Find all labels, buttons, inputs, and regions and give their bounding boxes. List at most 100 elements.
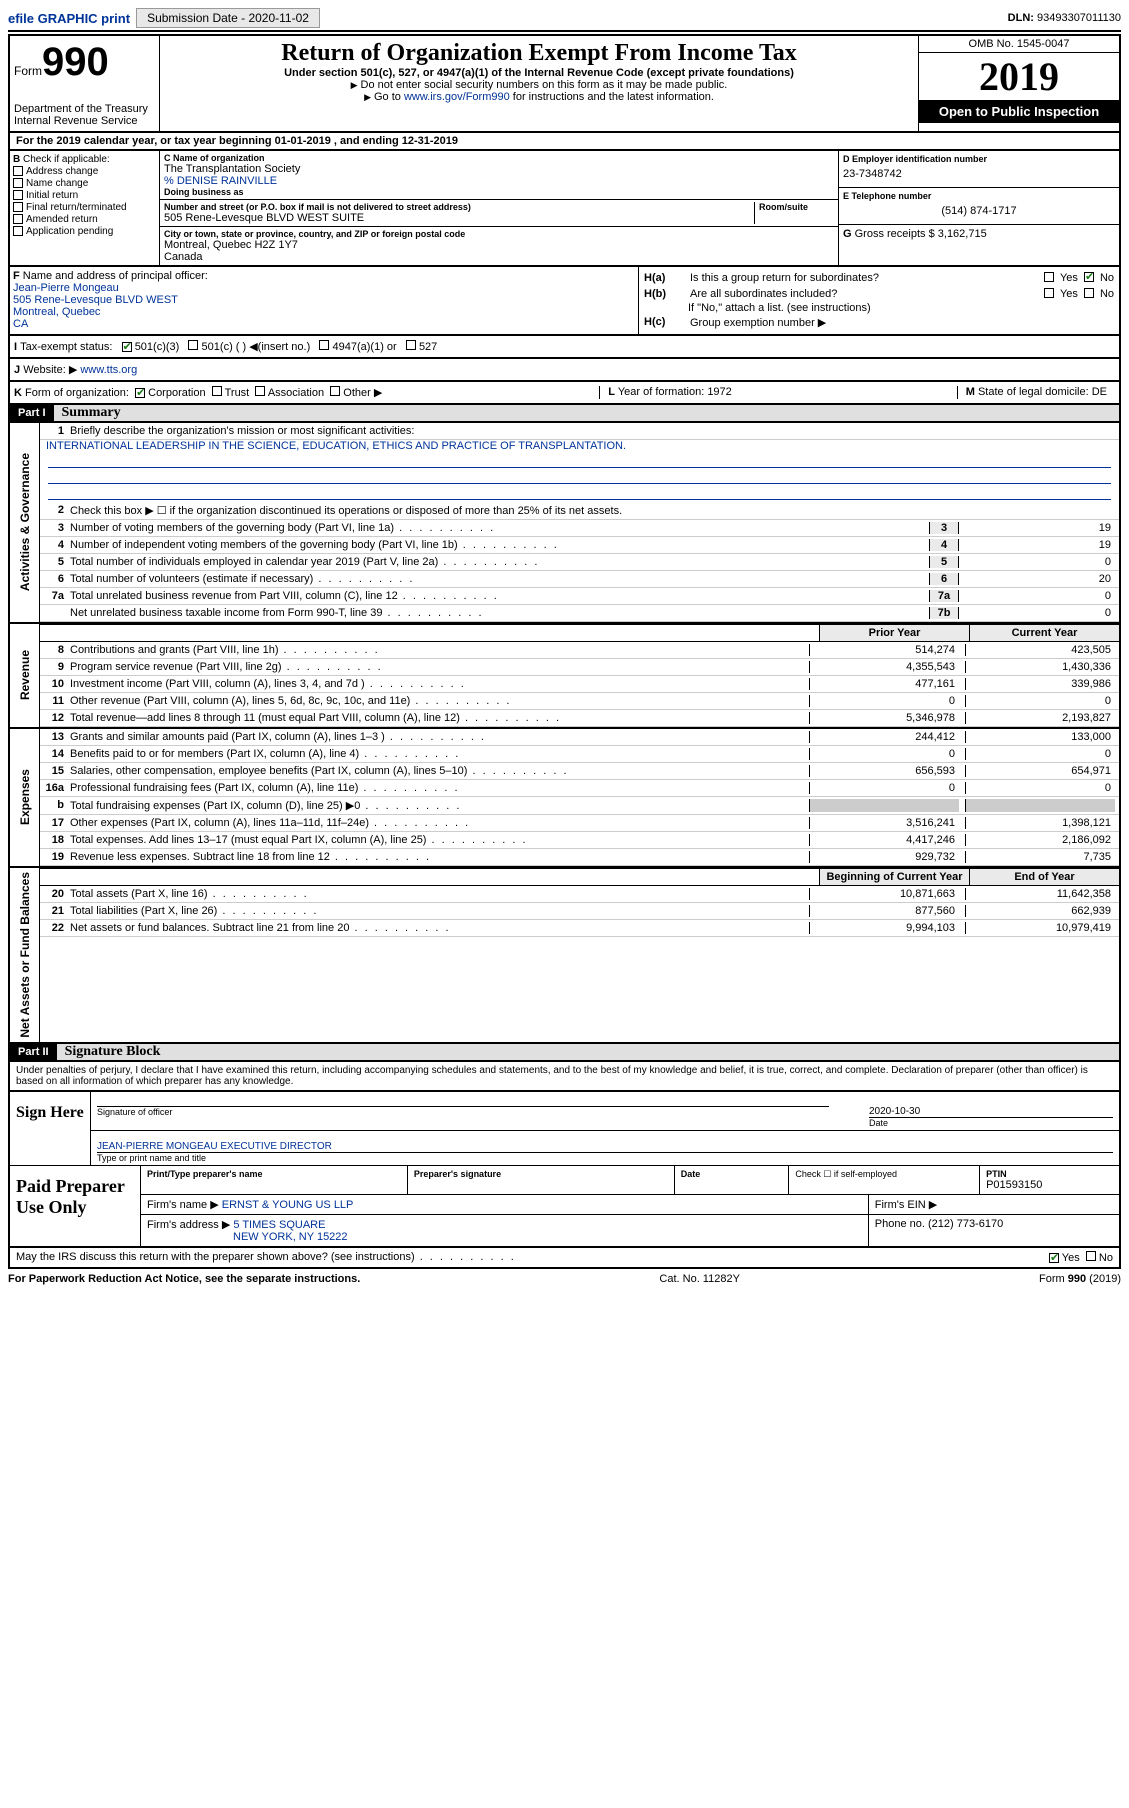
header-bar: efile GRAPHIC print Submission Date - 20… <box>8 8 1121 32</box>
city-address: Montreal, Quebec H2Z 1Y7 Canada <box>164 239 834 263</box>
discuss-row: May the IRS discuss this return with the… <box>8 1248 1121 1269</box>
firm-addr2: NEW YORK, NY 15222 <box>147 1231 348 1243</box>
title-cell: Return of Organization Exempt From Incom… <box>160 36 919 131</box>
other-checkbox[interactable] <box>330 386 340 396</box>
instruction-1: Do not enter social security numbers on … <box>361 79 728 91</box>
association-checkbox[interactable] <box>255 386 265 396</box>
ha-no-checkbox[interactable] <box>1084 272 1094 282</box>
hb-no-checkbox[interactable] <box>1084 288 1094 298</box>
527-checkbox[interactable] <box>406 340 416 350</box>
cat-number: Cat. No. 11282Y <box>659 1273 740 1285</box>
firm-phone: (212) 773-6170 <box>928 1218 1003 1230</box>
part2-header: Part II Signature Block <box>8 1044 1121 1062</box>
vlabel-netassets: Net Assets or Fund Balances <box>16 868 34 1042</box>
officer-address: 505 Rene-Levesque BLVD WEST Montreal, Qu… <box>13 294 635 330</box>
part1-header: Part I Summary <box>8 405 1121 423</box>
org-name: The Transplantation Society <box>164 163 834 175</box>
governance-block: Activities & Governance 1Briefly describ… <box>8 423 1121 624</box>
dept-label: Department of the Treasury Internal Reve… <box>14 103 155 127</box>
state-domicile: DE <box>1092 386 1107 398</box>
end-year-header: End of Year <box>969 869 1119 885</box>
expenses-block: Expenses 13 Grants and similar amounts p… <box>8 729 1121 868</box>
officer-cell: F Name and address of principal officer:… <box>10 267 639 334</box>
footer: For Paperwork Reduction Act Notice, see … <box>8 1269 1121 1289</box>
pra-notice: For Paperwork Reduction Act Notice, see … <box>8 1273 360 1285</box>
sig-date: 2020-10-30 <box>869 1106 1113 1117</box>
line-7b: Net unrelated business taxable income fr… <box>40 605 1119 622</box>
self-employed-checkbox[interactable]: Check ☐ if self-employed <box>795 1169 973 1180</box>
website-link[interactable]: www.tts.org <box>80 364 137 376</box>
4947-checkbox[interactable] <box>319 340 329 350</box>
form990-link[interactable]: www.irs.gov/Form990 <box>404 91 510 103</box>
signature-line[interactable]: Signature of officer <box>97 1106 829 1117</box>
ein: 23-7348742 <box>843 164 1115 184</box>
form-subtitle: Under section 501(c), 527, or 4947(a)(1)… <box>164 67 914 79</box>
ptin: P01593150 <box>986 1179 1113 1191</box>
prior-year-header: Prior Year <box>819 625 969 641</box>
line-20: 20 Total assets (Part X, line 16) 10,871… <box>40 886 1119 903</box>
right-info-cell: D Employer identification number 23-7348… <box>839 151 1119 265</box>
tax-exempt-row: I Tax-exempt status: 501(c)(3) 501(c) ( … <box>8 336 1121 359</box>
signature-block: Sign Here Signature of officer 2020-10-3… <box>8 1092 1121 1248</box>
line-19: 19 Revenue less expenses. Subtract line … <box>40 849 1119 866</box>
tax-year: 2019 <box>919 53 1119 100</box>
line-12: 12 Total revenue—add lines 8 through 11 … <box>40 710 1119 727</box>
firm-name: ERNST & YOUNG US LLP <box>222 1199 354 1211</box>
line-22: 22 Net assets or fund balances. Subtract… <box>40 920 1119 937</box>
h-cell: H(a)Is this a group return for subordina… <box>639 267 1119 334</box>
netassets-block: Net Assets or Fund Balances Beginning of… <box>8 868 1121 1044</box>
line-13: 13 Grants and similar amounts paid (Part… <box>40 729 1119 746</box>
ha-yes-checkbox[interactable] <box>1044 272 1054 282</box>
line-15: 15 Salaries, other compensation, employe… <box>40 763 1119 780</box>
form-header-row: Form990 Department of the Treasury Inter… <box>8 34 1121 133</box>
paid-preparer-label: Paid Preparer Use Only <box>10 1166 140 1246</box>
line-21: 21 Total liabilities (Part X, line 26) 8… <box>40 903 1119 920</box>
officer-typed-name: JEAN-PIERRE MONGEAU EXECUTIVE DIRECTOR <box>97 1141 1113 1152</box>
line-10: 10 Investment income (Part VIII, column … <box>40 676 1119 693</box>
line-18: 18 Total expenses. Add lines 13–17 (must… <box>40 832 1119 849</box>
discuss-yes-checkbox[interactable] <box>1049 1253 1059 1263</box>
application-pending-checkbox[interactable] <box>13 226 23 236</box>
line-8: 8 Contributions and grants (Part VIII, l… <box>40 642 1119 659</box>
begin-year-header: Beginning of Current Year <box>819 869 969 885</box>
trust-checkbox[interactable] <box>212 386 222 396</box>
501c-checkbox[interactable] <box>188 340 198 350</box>
form-title: Return of Organization Exempt From Incom… <box>164 40 914 67</box>
care-of: % DENISE RAINVILLE <box>164 175 834 187</box>
vlabel-revenue: Revenue <box>16 646 34 704</box>
501c3-checkbox[interactable] <box>122 342 132 352</box>
corporation-checkbox[interactable] <box>135 388 145 398</box>
firm-addr1: 5 TIMES SQUARE <box>233 1219 325 1231</box>
line-4: 4 Number of independent voting members o… <box>40 537 1119 554</box>
amended-return-checkbox[interactable] <box>13 214 23 224</box>
line-9: 9 Program service revenue (Part VIII, li… <box>40 659 1119 676</box>
check-if-applicable: B Check if applicable: Address change Na… <box>10 151 160 265</box>
phone: (514) 874-1717 <box>843 201 1115 221</box>
name-change-checkbox[interactable] <box>13 178 23 188</box>
address-change-checkbox[interactable] <box>13 166 23 176</box>
discuss-no-checkbox[interactable] <box>1086 1251 1096 1261</box>
line-7a: 7a Total unrelated business revenue from… <box>40 588 1119 605</box>
form-org-row: K Form of organization: Corporation Trus… <box>8 382 1121 405</box>
efile-label[interactable]: efile GRAPHIC print <box>8 11 130 26</box>
vlabel-governance: Activities & Governance <box>16 449 34 595</box>
line-b: b Total fundraising expenses (Part IX, c… <box>40 797 1119 815</box>
dln-label: DLN: 93493307011130 <box>1008 12 1121 24</box>
year-formation: 1972 <box>707 386 731 398</box>
line-5: 5 Total number of individuals employed i… <box>40 554 1119 571</box>
initial-return-checkbox[interactable] <box>13 190 23 200</box>
submission-date-button[interactable]: Submission Date - 2020-11-02 <box>136 8 320 28</box>
line-14: 14 Benefits paid to or for members (Part… <box>40 746 1119 763</box>
line-11: 11 Other revenue (Part VIII, column (A),… <box>40 693 1119 710</box>
line-17: 17 Other expenses (Part IX, column (A), … <box>40 815 1119 832</box>
sign-here-label: Sign Here <box>10 1092 90 1165</box>
final-return-checkbox[interactable] <box>13 202 23 212</box>
street-address: 505 Rene-Levesque BLVD WEST SUITE <box>164 212 754 224</box>
hb-yes-checkbox[interactable] <box>1044 288 1054 298</box>
vlabel-expenses: Expenses <box>16 765 34 829</box>
officer-name: Jean-Pierre Mongeau <box>13 282 635 294</box>
line-16a: 16a Professional fundraising fees (Part … <box>40 780 1119 797</box>
line-6: 6 Total number of volunteers (estimate i… <box>40 571 1119 588</box>
identity-block: B Check if applicable: Address change Na… <box>8 151 1121 267</box>
revenue-block: Revenue Prior YearCurrent Year 8 Contrib… <box>8 624 1121 729</box>
